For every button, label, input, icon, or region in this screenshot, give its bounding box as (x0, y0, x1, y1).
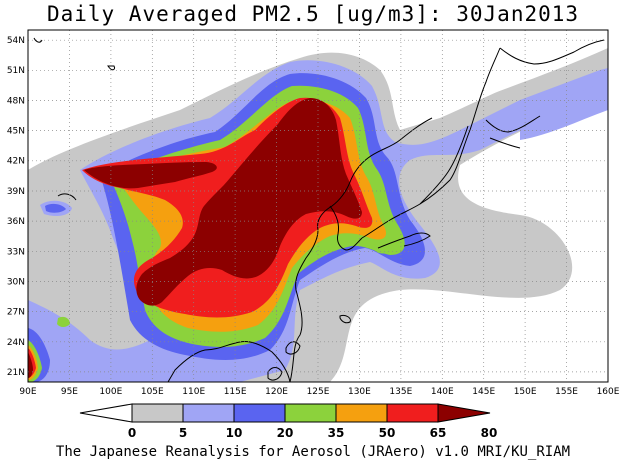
grid-lines (28, 30, 608, 382)
lat-tick-label: 30N (7, 277, 25, 287)
map-frame (27, 29, 609, 383)
colorbar-swatch (233, 403, 286, 423)
lon-tick-label: 155E (555, 387, 578, 397)
colorbar-level-label: 35 (328, 426, 345, 440)
lon-tick-label: 130E (348, 387, 371, 397)
level-10-region-pacific (520, 82, 608, 140)
colorbar-arrow-high (437, 403, 491, 423)
colorbar-level-label: 65 (430, 426, 447, 440)
coastlines (33, 37, 605, 382)
lat-tick-label: 27N (7, 308, 25, 318)
clean-band-north (28, 30, 608, 150)
map-title: Daily Averaged PM2.5 [ug/m3]: 30Jan2013 (46, 2, 580, 26)
lat-tick-label: 33N (7, 247, 25, 257)
lon-tick-label: 105E (141, 387, 164, 397)
colorbar-level-label: 0 (128, 426, 136, 440)
colorbar-level-label: 10 (226, 426, 243, 440)
clean-ocean-east (330, 95, 608, 382)
colorbar-swatch (335, 403, 388, 423)
lon-tick-label: 160E (597, 387, 620, 397)
lat-tick-label: 42N (7, 157, 25, 167)
colorbar-swatch (182, 403, 235, 423)
colorbar-level-label: 80 (481, 426, 498, 440)
colorbar-level-label: 20 (277, 426, 294, 440)
colorbar-level-label: 5 (179, 426, 187, 440)
lon-tick-label: 145E (472, 387, 495, 397)
lon-tick-label: 100E (99, 387, 122, 397)
lon-tick-label: 110E (182, 387, 205, 397)
colorbar-swatch (131, 403, 184, 423)
lon-tick-label: 95E (61, 387, 78, 397)
colorbar-level-label: 50 (379, 426, 396, 440)
lon-tick-label: 90E (19, 387, 36, 397)
credit-text: The Japanese Reanalysis for Aerosol (JRA… (55, 444, 571, 460)
longitude-labels: 90E 95E 100E 105E 110E 115E 120E 125E 130E 135E 14… (19, 387, 619, 397)
lat-tick-label: 36N (7, 217, 25, 227)
colorbar-swatch (386, 403, 439, 423)
lat-tick-label: 45N (7, 127, 25, 137)
colorbar: 0 5 10 20 35 50 65 80 (79, 403, 498, 440)
colorbar-arrow-low (79, 403, 133, 423)
lon-tick-label: 125E (307, 387, 330, 397)
lon-tick-label: 115E (224, 387, 247, 397)
lat-tick-label: 24N (7, 338, 25, 348)
lat-tick-label: 54N (7, 36, 25, 46)
lat-tick-label: 48N (7, 96, 25, 106)
level-80-region-sw (28, 352, 33, 378)
lon-tick-label: 135E (389, 387, 412, 397)
colorbar-swatch (284, 403, 337, 423)
lon-tick-label: 140E (431, 387, 454, 397)
level-35-region-sw2 (57, 316, 70, 327)
lon-tick-label: 150E (514, 387, 537, 397)
lon-tick-label: 120E (265, 387, 288, 397)
level-80-region (84, 98, 362, 306)
level-20-region-west (45, 203, 66, 213)
lat-tick-label: 39N (7, 187, 25, 197)
lat-tick-label: 51N (7, 66, 25, 76)
lat-tick-label: 21N (7, 368, 25, 378)
latitude-labels: 21N 24N 27N 30N 33N 36N 39N 42N 45N 48N 51N 54N (7, 36, 25, 378)
